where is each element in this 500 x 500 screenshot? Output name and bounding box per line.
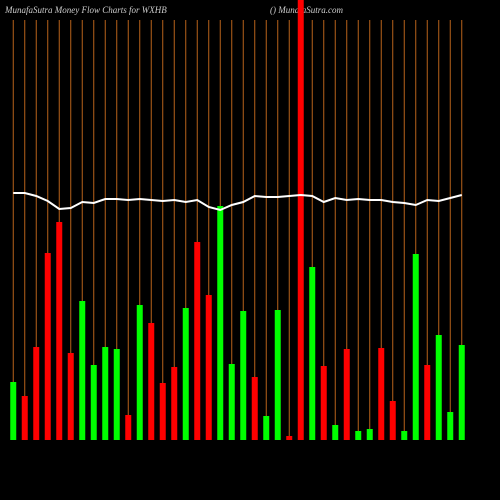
bar [251, 377, 258, 440]
bar [217, 206, 224, 440]
bar [412, 254, 419, 440]
bar [33, 347, 40, 440]
bar [320, 366, 327, 440]
bar [228, 364, 235, 440]
bar [10, 382, 17, 440]
bar [458, 345, 465, 440]
bar [366, 429, 373, 440]
bar [205, 295, 212, 440]
bar [159, 383, 166, 440]
chart-subtitle: () MunafaSutra.com [270, 5, 343, 15]
bar [148, 323, 155, 440]
chart-title: MunafaSutra Money Flow Charts for WXHB [4, 5, 167, 15]
bar [182, 308, 189, 440]
bar [21, 396, 28, 440]
bar [274, 310, 281, 440]
bar [102, 347, 109, 440]
bar [171, 367, 178, 440]
bar [286, 436, 293, 440]
bar [424, 365, 431, 440]
bar [44, 253, 51, 440]
bar [309, 267, 316, 440]
bar [343, 349, 350, 440]
bar [389, 401, 396, 440]
bar [297, 0, 304, 440]
bar [136, 305, 143, 440]
bar [263, 416, 270, 440]
bar [67, 353, 74, 440]
money-flow-line [13, 192, 463, 212]
bar [79, 301, 86, 440]
bar [378, 348, 385, 440]
bar [194, 242, 201, 440]
bar [447, 412, 454, 440]
bar [401, 431, 408, 440]
bar [90, 365, 97, 440]
bar [240, 311, 247, 440]
bar [332, 425, 339, 440]
bar [125, 415, 132, 440]
bar [56, 222, 63, 440]
bar [435, 335, 442, 440]
bar [355, 431, 362, 440]
bar [113, 349, 120, 440]
